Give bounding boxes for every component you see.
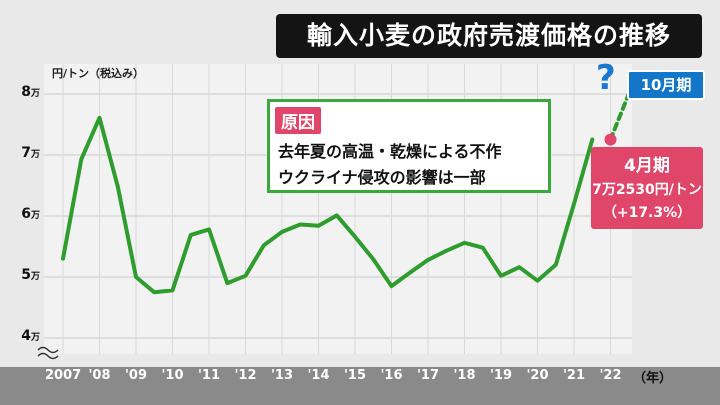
- cause-tag: 原因: [275, 107, 321, 134]
- y-tick-label: 5万: [21, 267, 40, 283]
- x-tick-label: '19: [489, 368, 513, 383]
- x-tick-label: '20: [526, 368, 549, 383]
- x-tick-label: '11: [197, 368, 221, 383]
- april-period: 4月期: [624, 156, 670, 176]
- y-tick-label: 4万: [21, 328, 40, 344]
- cause-line-2: ウクライナ侵攻の影響は一部: [278, 168, 486, 187]
- x-tick-label: '12: [234, 368, 257, 383]
- axis-break-wave: [37, 346, 59, 354]
- x-tick-label: '10: [161, 368, 184, 383]
- price-series-line: [61, 115, 595, 295]
- x-tick-label: '21: [562, 368, 586, 383]
- x-axis-unit-label: （年）: [633, 371, 673, 386]
- axis-break-marker: [37, 346, 59, 360]
- y-tick-label: 8万: [21, 84, 40, 100]
- x-tick-label: '13: [270, 368, 294, 383]
- question-mark: ?: [596, 58, 616, 98]
- x-tick-label: '15: [343, 368, 367, 383]
- april-highlight-point: [604, 133, 617, 146]
- october-label: 10月期: [627, 70, 705, 100]
- axis-break-wave: [37, 352, 59, 360]
- x-tick-label: '22: [599, 368, 622, 383]
- april-price: 7万2530円/トン: [592, 182, 702, 198]
- y-axis-unit-label: 円/トン（税込み）: [52, 67, 145, 80]
- y-tick-label: 7万: [21, 145, 40, 161]
- cause-line-1: 去年夏の高温・乾燥による不作: [278, 142, 502, 161]
- x-tick-label: '16: [380, 368, 403, 383]
- y-tick-label: 6万: [21, 206, 40, 222]
- x-axis-bar: [0, 367, 720, 405]
- projection-line: [608, 92, 631, 142]
- april-callout: 4月期 7万2530円/トン （+17.3%）: [591, 147, 703, 229]
- x-tick-label: '08: [88, 368, 111, 383]
- x-tick-label: '09: [124, 368, 148, 383]
- grid-lines: [44, 64, 632, 354]
- cause-box: 原因 去年夏の高温・乾燥による不作 ウクライナ侵攻の影響は一部: [267, 99, 551, 193]
- chart-title: 輸入小麦の政府売渡価格の推移: [276, 14, 702, 58]
- x-tick-label: '18: [453, 368, 476, 383]
- april-change: （+17.3%）: [602, 205, 692, 221]
- x-tick-label: '14: [307, 368, 330, 383]
- x-tick-label: 2007: [45, 368, 82, 383]
- x-tick-label: '17: [416, 368, 440, 383]
